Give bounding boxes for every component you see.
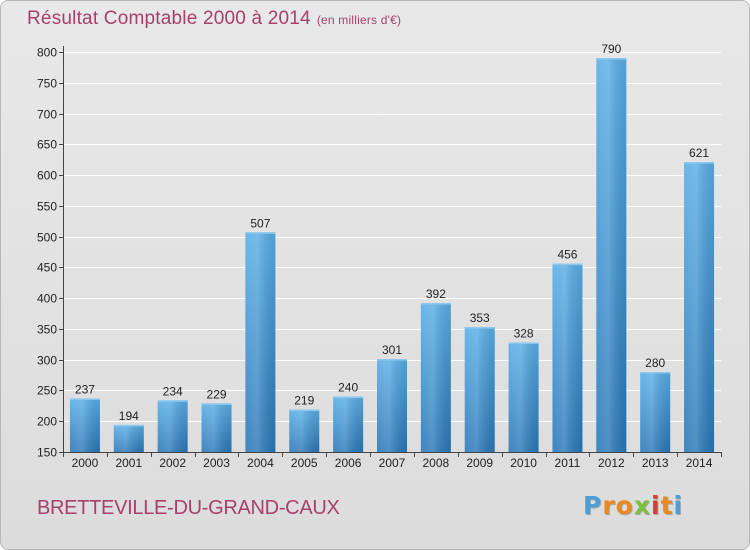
value-label: 507	[250, 216, 270, 230]
y-tick-label: 350	[37, 323, 57, 337]
y-tick-label: 250	[37, 384, 57, 398]
value-label: 237	[75, 382, 95, 396]
value-label: 392	[426, 287, 446, 301]
x-tick-label: 2003	[203, 456, 230, 470]
value-label: 229	[207, 387, 227, 401]
bar-shine	[333, 396, 364, 452]
x-tick-label: 2004	[247, 456, 274, 470]
y-tick-label: 800	[37, 46, 57, 60]
y-tick-label: 300	[37, 354, 57, 368]
y-tick-label: 450	[37, 261, 57, 275]
bar-top-edge	[333, 396, 364, 399]
bar-top-edge	[245, 232, 276, 234]
bars	[69, 58, 715, 453]
x-tick-label: 2005	[291, 456, 318, 470]
x-tick-label: 2001	[115, 456, 142, 470]
logo-letter: r	[602, 491, 616, 520]
value-label: 280	[645, 356, 665, 370]
bar-shine	[596, 58, 627, 453]
x-tick-label: 2007	[379, 456, 406, 470]
y-tick-label: 550	[37, 200, 57, 214]
value-label: 790	[601, 42, 621, 56]
y-tick-label: 500	[37, 231, 57, 245]
x-tick-label: 2013	[642, 456, 669, 470]
bar-shine	[377, 359, 407, 452]
value-label: 240	[338, 381, 358, 395]
x-tick-label: 2011	[555, 456, 581, 470]
x-tick-label: 2009	[466, 456, 493, 470]
bar-top-edge	[69, 398, 100, 400]
bar-top-edge	[640, 372, 671, 374]
value-label: 219	[294, 394, 314, 408]
bar-top-edge	[508, 342, 539, 344]
x-tick-label: 2010	[510, 456, 537, 470]
bar-top-edge	[377, 359, 407, 361]
y-tick-label: 400	[37, 292, 57, 306]
bar-shine	[289, 409, 320, 452]
bar-shine	[684, 162, 715, 452]
y-tick-label: 200	[37, 415, 57, 429]
logo-letter: i	[673, 491, 684, 520]
bar-shine	[640, 372, 671, 452]
value-label: 353	[470, 311, 490, 325]
bar-shine	[420, 303, 451, 452]
y-tick-label: 700	[37, 108, 57, 122]
bar-shine	[69, 398, 100, 452]
x-tick-label: 2008	[423, 456, 450, 470]
logo-letter: i	[651, 491, 661, 520]
bar-shine	[552, 263, 583, 452]
y-tick-label: 650	[37, 138, 57, 152]
value-label: 194	[119, 409, 139, 423]
bar-shine	[157, 400, 188, 452]
value-label: 621	[689, 146, 709, 160]
chart-subtitle: (en milliers d'€)	[316, 13, 402, 27]
bar-top-edge	[684, 162, 715, 164]
axes: 150 200 250 300 350 400 450 500 550 600 650 700 750 8…	[37, 46, 722, 470]
logo-letter: P	[583, 491, 603, 520]
bar-top-edge	[289, 409, 320, 412]
bar-shine	[464, 327, 495, 452]
y-tick-label: 750	[37, 77, 57, 91]
bar-top-edge	[157, 400, 188, 402]
value-label: 234	[163, 384, 183, 398]
x-tick-label: 2006	[335, 456, 362, 470]
bar-top-edge	[464, 327, 495, 329]
proxiti-logo: Proxiti	[583, 491, 683, 520]
x-tick-label: 2000	[72, 456, 99, 470]
x-tick-label: 2012	[598, 456, 625, 470]
value-label: 456	[557, 248, 577, 262]
x-tick-label: 2002	[159, 456, 186, 470]
bar-top-edge	[552, 263, 583, 266]
bar-shine	[201, 403, 232, 452]
bar-shine	[113, 424, 144, 452]
logo-letter: o	[615, 491, 634, 520]
x-tick-label: 2014	[686, 456, 713, 470]
y-tick-label: 150	[37, 446, 57, 460]
city-name: BRETTEVILLE-DU-GRAND-CAUX	[37, 497, 340, 519]
bar-top-edge	[420, 303, 451, 305]
logo-letter: t	[660, 491, 674, 520]
bar-top-edge	[201, 403, 232, 405]
logo-letter: x	[633, 491, 651, 520]
bar-top-edge	[596, 58, 627, 60]
value-labels: 237 194 234 229 507 219 240 301 392 353 328 456 790 2…	[75, 42, 709, 423]
value-label: 301	[382, 343, 402, 357]
chart-title: Résultat Comptable 2000 à 2014	[27, 8, 311, 29]
bar-shine	[245, 232, 276, 452]
value-label: 328	[514, 326, 534, 340]
bar-top-edge	[113, 424, 144, 427]
chart-title-block: Résultat Comptable 2000 à 2014 (en millie…	[27, 8, 401, 30]
y-tick-label: 600	[37, 169, 57, 183]
bar-shine	[508, 342, 539, 452]
